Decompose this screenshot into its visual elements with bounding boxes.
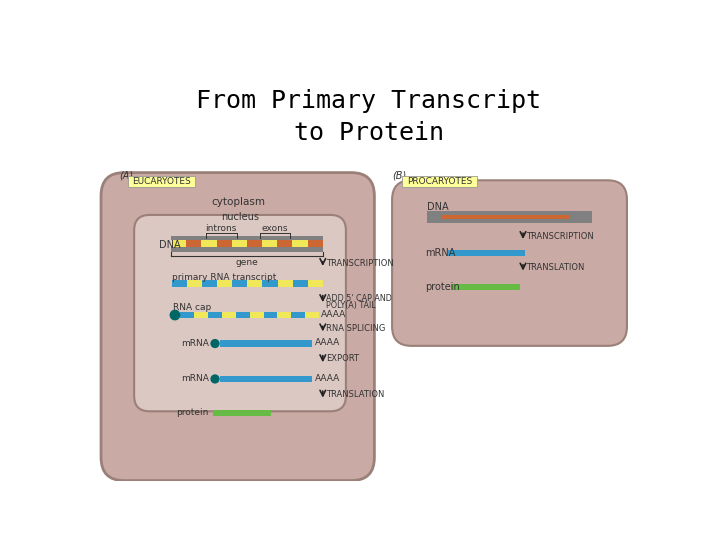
- Text: TRANSCRIPTION: TRANSCRIPTION: [526, 232, 594, 241]
- Circle shape: [210, 374, 220, 383]
- Text: From Primary Transcript
to Protein: From Primary Transcript to Protein: [197, 89, 541, 145]
- Text: protein: protein: [426, 281, 460, 292]
- Bar: [187, 280, 202, 287]
- Bar: [222, 312, 235, 318]
- Text: cytoplasm: cytoplasm: [211, 197, 265, 207]
- Bar: [217, 280, 233, 287]
- Bar: [305, 312, 319, 318]
- Bar: [250, 312, 264, 318]
- Bar: [264, 312, 277, 318]
- Text: (A): (A): [119, 171, 133, 181]
- Bar: [277, 280, 292, 287]
- Circle shape: [170, 309, 180, 320]
- Text: RNA cap: RNA cap: [173, 303, 211, 312]
- Text: EUCARYOTES: EUCARYOTES: [132, 177, 192, 186]
- Text: AAAA: AAAA: [321, 310, 346, 319]
- Text: DNA: DNA: [159, 240, 181, 250]
- Bar: [232, 240, 247, 247]
- Text: TRANSLATION: TRANSLATION: [526, 263, 585, 272]
- Bar: [448, 249, 525, 256]
- Text: RNA SPLICING: RNA SPLICING: [326, 325, 385, 333]
- Bar: [427, 215, 442, 219]
- Bar: [427, 219, 593, 222]
- Bar: [235, 312, 250, 318]
- Text: TRANSCRIPTION: TRANSCRIPTION: [326, 259, 394, 268]
- Bar: [220, 376, 312, 382]
- Bar: [570, 215, 593, 219]
- Bar: [277, 240, 292, 247]
- FancyBboxPatch shape: [128, 176, 195, 187]
- Bar: [220, 340, 312, 347]
- Bar: [262, 280, 277, 287]
- FancyBboxPatch shape: [134, 215, 346, 411]
- Bar: [427, 211, 593, 215]
- Text: AAAA: AAAA: [315, 374, 341, 383]
- Bar: [248, 280, 262, 287]
- Bar: [213, 410, 271, 416]
- Bar: [171, 247, 323, 252]
- FancyBboxPatch shape: [402, 176, 477, 187]
- Text: mRNA: mRNA: [181, 374, 209, 383]
- Bar: [292, 240, 307, 247]
- Text: primary RNA transcript: primary RNA transcript: [172, 273, 276, 282]
- Bar: [292, 280, 307, 287]
- Text: mRNA: mRNA: [181, 339, 209, 348]
- Bar: [202, 240, 217, 247]
- Text: gene: gene: [235, 258, 258, 267]
- Bar: [233, 280, 248, 287]
- Text: POLY(A) TAIL: POLY(A) TAIL: [326, 301, 376, 310]
- Text: protein: protein: [176, 408, 209, 417]
- Text: exons: exons: [262, 224, 288, 233]
- Bar: [277, 312, 291, 318]
- Bar: [194, 312, 208, 318]
- FancyBboxPatch shape: [101, 173, 374, 481]
- Text: EXPORT: EXPORT: [326, 354, 359, 363]
- Bar: [172, 280, 187, 287]
- Text: ADD 5' CAP AND: ADD 5' CAP AND: [326, 294, 392, 303]
- Bar: [202, 280, 217, 287]
- Bar: [208, 312, 222, 318]
- Bar: [307, 280, 323, 287]
- Text: PROCARYOTES: PROCARYOTES: [408, 177, 472, 186]
- Text: DNA: DNA: [427, 202, 449, 212]
- Text: AAAA: AAAA: [315, 338, 341, 347]
- Text: nucleus: nucleus: [220, 212, 258, 222]
- FancyBboxPatch shape: [392, 180, 627, 346]
- Text: (B): (B): [392, 171, 406, 181]
- Bar: [171, 236, 323, 240]
- Bar: [217, 240, 232, 247]
- Text: mRNA: mRNA: [426, 248, 456, 258]
- Bar: [291, 312, 305, 318]
- Bar: [451, 284, 520, 289]
- Bar: [262, 240, 277, 247]
- Text: introns: introns: [205, 224, 237, 233]
- Bar: [171, 240, 186, 247]
- Bar: [442, 215, 570, 219]
- Bar: [307, 240, 323, 247]
- Bar: [180, 312, 194, 318]
- Bar: [186, 240, 202, 247]
- Circle shape: [210, 339, 220, 348]
- Bar: [247, 240, 262, 247]
- Text: TRANSLATION: TRANSLATION: [326, 390, 384, 399]
